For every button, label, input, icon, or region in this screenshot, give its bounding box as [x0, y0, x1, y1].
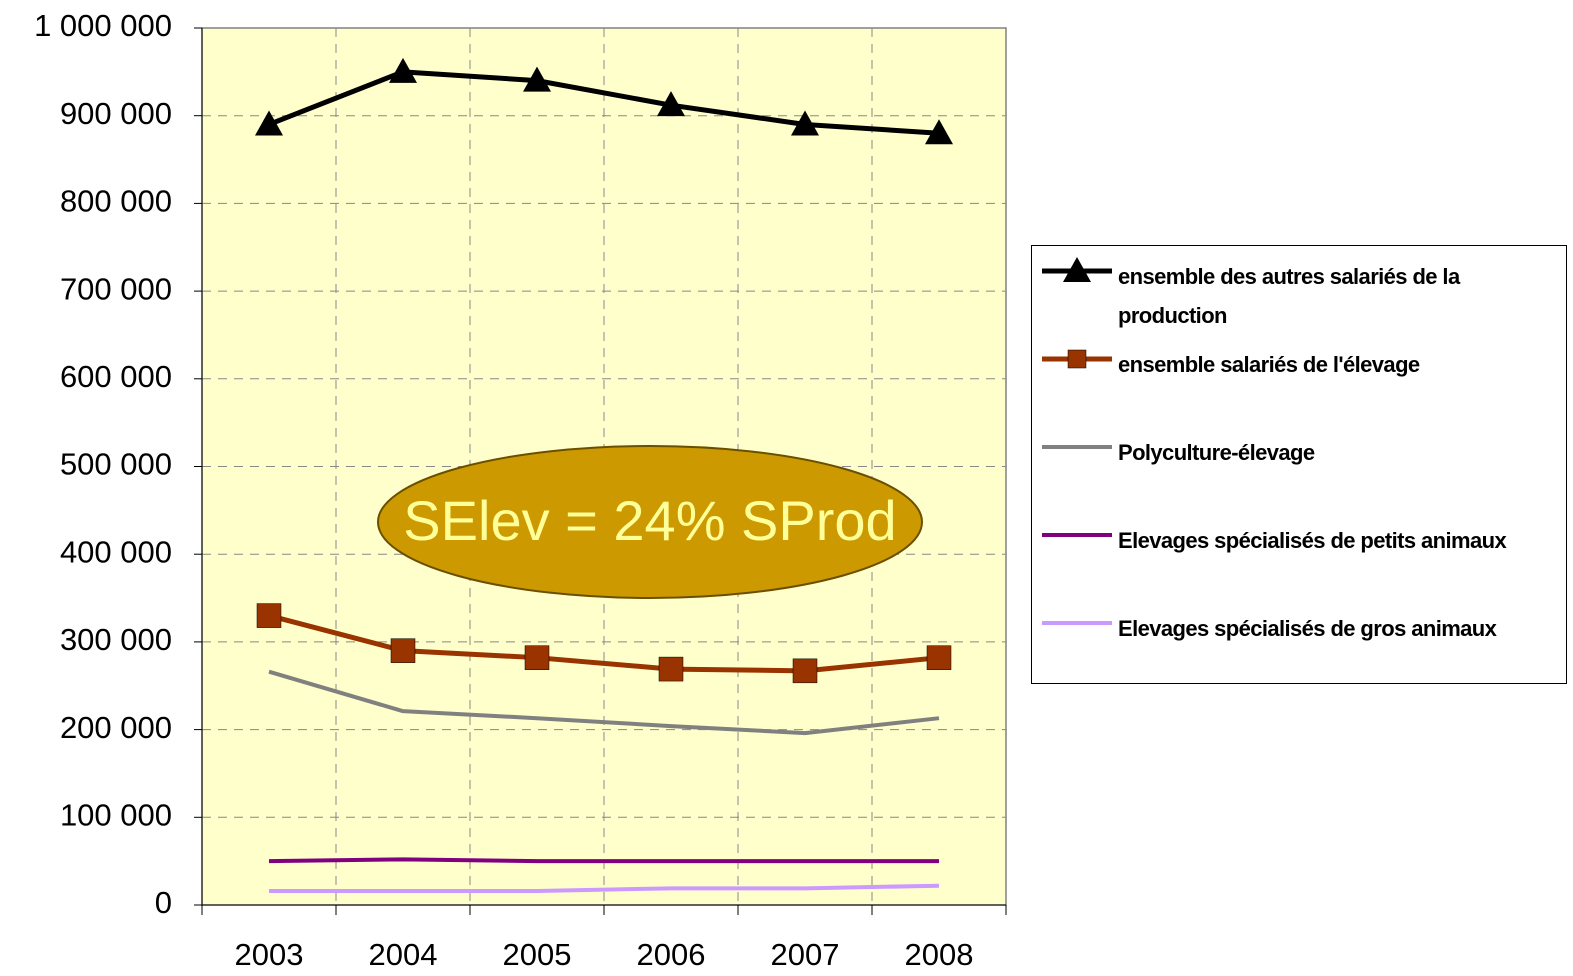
marker: [925, 119, 953, 145]
marker: [1063, 257, 1091, 282]
series-line: [268, 613, 940, 674]
annotation: SElev = 24% SProd: [403, 489, 896, 552]
x-tick-label: 2007: [771, 937, 840, 972]
marker: [523, 66, 551, 92]
marker: [792, 658, 818, 684]
legend: ensemble des autres salariés de la produ…: [1031, 245, 1567, 684]
y-tick-label: 100 000: [60, 797, 172, 832]
x-tick-label: 2005: [503, 937, 572, 972]
marker: [791, 110, 819, 136]
marker: [1067, 349, 1087, 369]
series-line: [268, 669, 940, 736]
annotation-bubble: [377, 445, 923, 599]
x-tick-label: 2004: [369, 937, 438, 972]
y-tick-label: 600 000: [60, 359, 172, 394]
marker: [658, 656, 684, 682]
series-line: [268, 857, 939, 864]
marker: [255, 110, 283, 136]
legend-label: Elevages spécialisés de petits animaux: [1118, 528, 1507, 553]
legend-swatch: [1042, 533, 1112, 537]
x-tick-label: 2003: [235, 937, 304, 972]
y-tick-label: 0: [155, 885, 172, 920]
marker: [389, 57, 417, 83]
legend-swatch: [1042, 349, 1112, 369]
marker: [926, 645, 952, 670]
marker: [256, 603, 282, 628]
x-tick-label: 2006: [637, 937, 706, 972]
legend-label: Elevages spécialisés de gros animaux: [1118, 616, 1497, 641]
series-line: [268, 69, 940, 136]
y-tick-label: 500 000: [60, 447, 172, 482]
legend-label: ensemble des autres salariés de la produ…: [1118, 264, 1460, 328]
y-tick-label: 800 000: [60, 184, 172, 219]
marker: [524, 645, 550, 670]
y-tick-label: 300 000: [60, 622, 172, 657]
y-tick-label: 400 000: [60, 534, 172, 569]
y-tick-label: 700 000: [60, 271, 172, 306]
y-tick-label: 200 000: [60, 710, 172, 745]
legend-label: Polyculture-élevage: [1118, 440, 1315, 465]
legend-swatch: [1042, 621, 1112, 625]
legend-swatch: [1042, 445, 1112, 449]
x-tick-label: 2008: [905, 937, 974, 972]
legend-label: ensemble salariés de l'élevage: [1118, 352, 1420, 377]
y-tick-label: 1 000 000: [34, 8, 172, 43]
legend-swatch: [1042, 257, 1112, 282]
series-line: [269, 883, 940, 893]
y-tick-label: 900 000: [60, 96, 172, 131]
marker: [390, 638, 416, 663]
marker: [657, 91, 685, 117]
